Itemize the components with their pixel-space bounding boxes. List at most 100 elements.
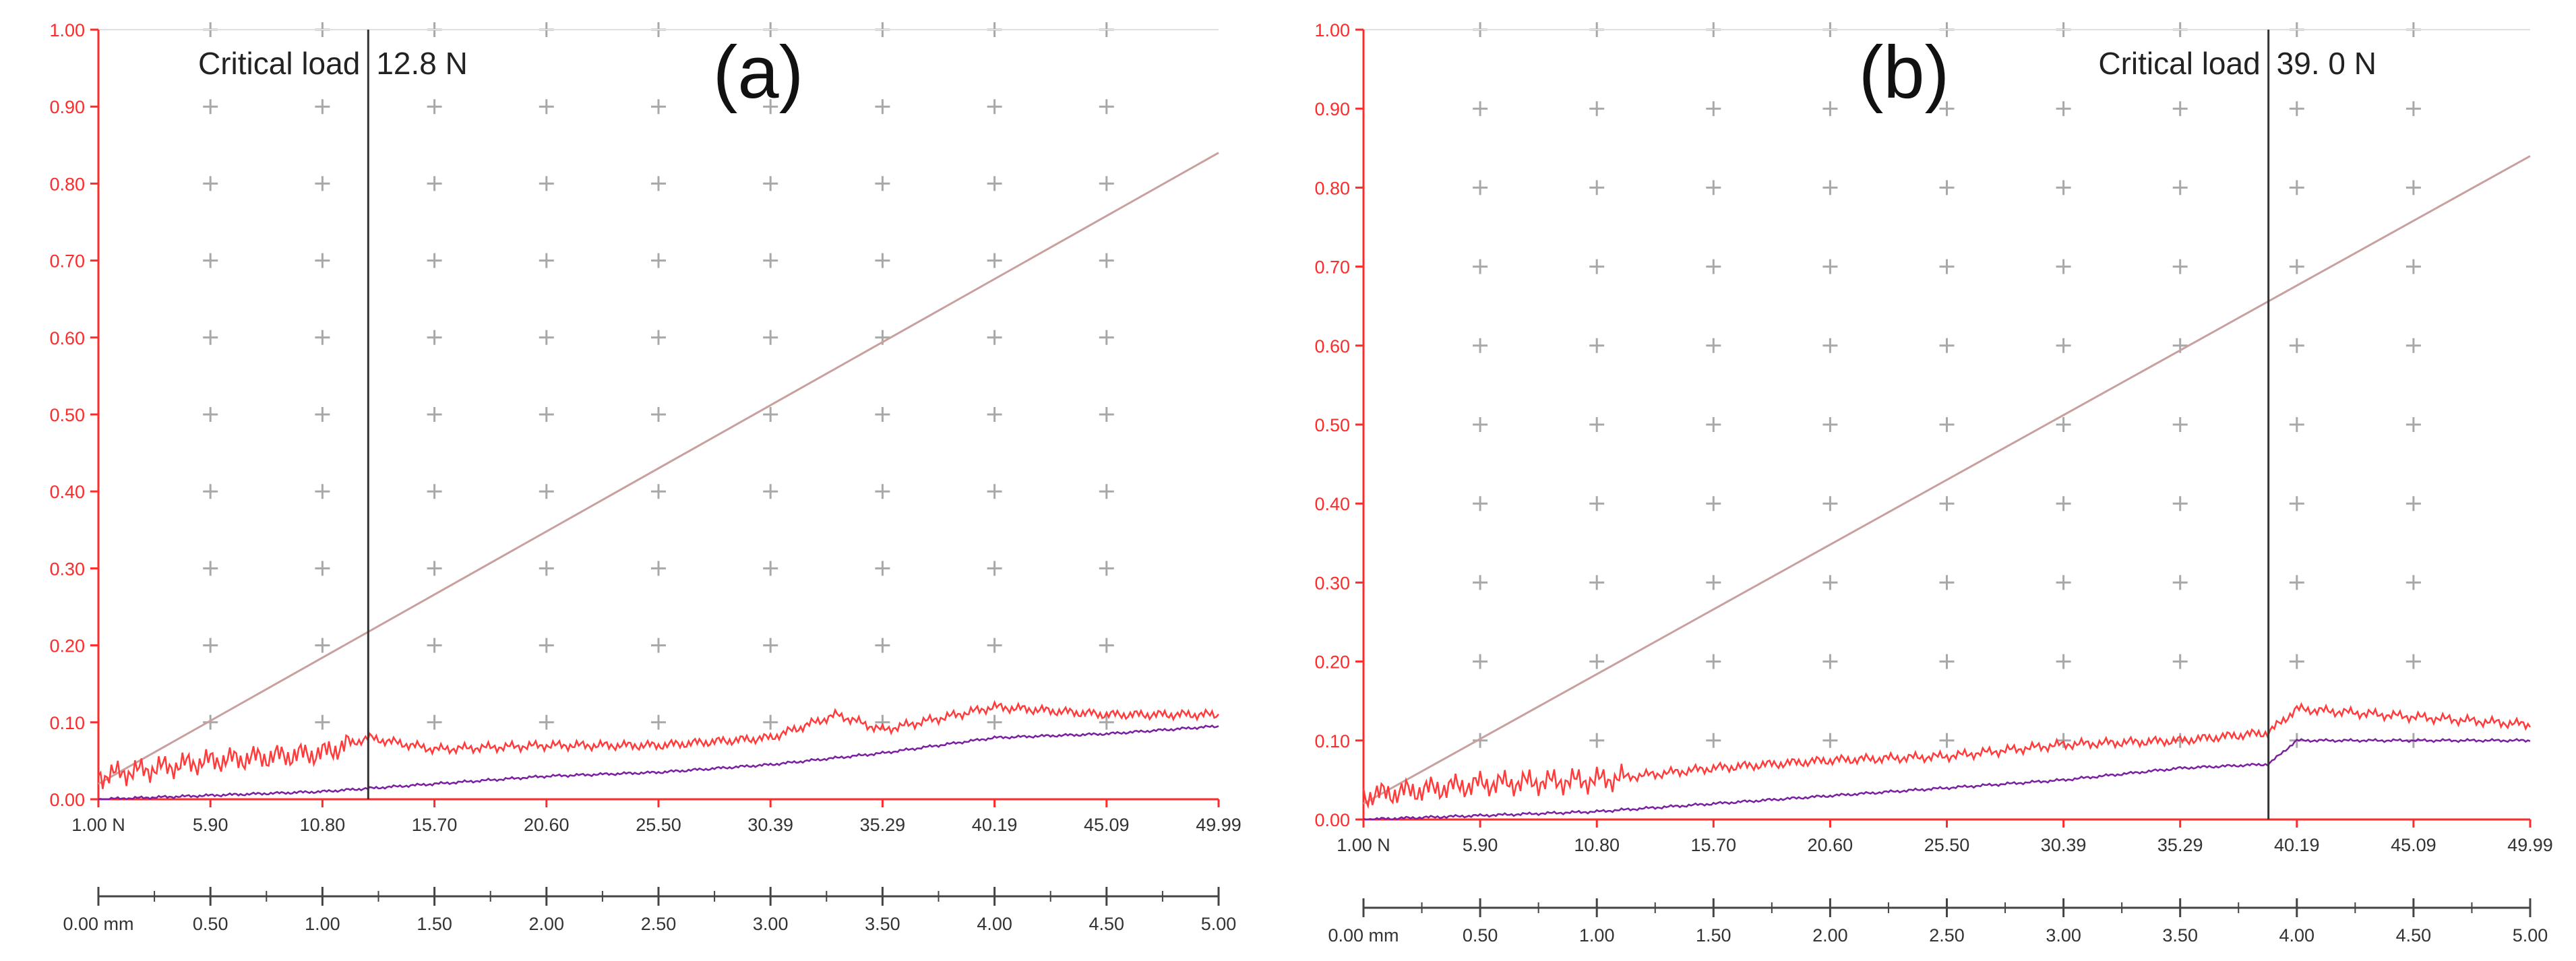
grid-plus-marker <box>1939 575 1955 590</box>
grid-plus-marker <box>1822 417 1838 432</box>
grid-plus-marker <box>1822 338 1838 353</box>
grid-plus-marker <box>1099 407 1114 422</box>
grid-plus-marker <box>427 253 442 268</box>
y-tick-label: 0.90 <box>49 97 85 117</box>
grid-plus-marker <box>539 176 554 191</box>
grid-plus-marker <box>1099 561 1114 576</box>
grid-plus-marker <box>2289 496 2304 512</box>
panel-label: (b) <box>1859 31 1949 114</box>
grid-plus-marker <box>987 176 1002 191</box>
grid-plus-marker <box>1473 496 1488 512</box>
grid-plus-marker <box>763 484 778 499</box>
grid-plus-marker <box>875 407 890 422</box>
grid-plus-marker <box>539 407 554 422</box>
grid-plus-marker <box>203 714 218 730</box>
grid-plus-marker <box>1473 338 1488 353</box>
load-tick-label: 10.80 <box>1574 835 1620 855</box>
acoustic-signal-line <box>98 724 1219 801</box>
load-tick-label: 35.29 <box>2157 835 2203 855</box>
grid-plus-marker <box>763 561 778 576</box>
grid-plus-marker <box>875 99 890 115</box>
load-tick-label: 5.90 <box>1463 835 1498 855</box>
grid-plus-marker <box>2056 259 2071 274</box>
grid-plus-marker <box>651 407 666 422</box>
grid-plus-marker <box>987 561 1002 576</box>
grid-plus-marker <box>427 714 442 730</box>
y-tick-label: 0.60 <box>1314 336 1350 356</box>
grid-plus-marker <box>1589 101 1605 117</box>
grid-plus-marker <box>427 561 442 576</box>
distance-tick-label: 0.50 <box>193 914 228 934</box>
grid-plus-marker <box>315 484 330 499</box>
load-tick-label: 15.70 <box>1691 835 1737 855</box>
y-tick-label: 0.30 <box>1314 573 1350 593</box>
normal-load-line <box>1363 155 2531 805</box>
critical-load-label: Critical load <box>2098 46 2260 81</box>
grid-plus-marker <box>1099 714 1114 730</box>
grid-plus-marker <box>2056 180 2071 195</box>
grid-plus-marker <box>2056 654 2071 669</box>
grid-plus-marker <box>2289 338 2304 353</box>
grid-plus-marker <box>2289 180 2304 195</box>
grid-plus-marker <box>2405 417 2421 432</box>
grid-plus-marker <box>2405 338 2421 353</box>
y-tick-label: 0.20 <box>1314 652 1350 673</box>
grid-plus-marker <box>1473 180 1488 195</box>
load-tick-label: 49.99 <box>2507 835 2553 855</box>
grid-plus-marker <box>2289 575 2304 590</box>
grid-plus-marker <box>1706 180 1721 195</box>
load-tick-label: 30.39 <box>2041 835 2087 855</box>
grid-plus-marker <box>539 484 554 499</box>
grid-plus-marker <box>315 99 330 115</box>
grid-plus-marker <box>875 714 890 730</box>
grid-plus-marker <box>2172 417 2188 432</box>
grid-plus-marker <box>651 253 666 268</box>
grid-plus-marker <box>763 176 778 191</box>
grid-plus-marker <box>651 638 666 653</box>
grid-plus-marker <box>763 407 778 422</box>
grid-plus-marker <box>2289 101 2304 117</box>
grid-plus-marker <box>315 714 330 730</box>
grid-plus-marker <box>1706 259 1721 274</box>
load-tick-label: 1.00 N <box>71 815 125 835</box>
load-tick-label: 30.39 <box>747 815 793 835</box>
grid-plus-marker <box>1822 733 1838 748</box>
grid-plus-marker <box>203 407 218 422</box>
critical-load-value: 12.8 N <box>376 46 468 81</box>
distance-tick-label: 0.00 mm <box>63 914 133 934</box>
y-tick-label: 0.30 <box>49 559 85 579</box>
critical-load-value: 39. 0 N <box>2277 46 2376 81</box>
grid-plus-marker <box>1589 575 1605 590</box>
grid-plus-marker <box>315 638 330 653</box>
load-tick-label: 40.19 <box>972 815 1018 835</box>
grid-plus-marker <box>2405 180 2421 195</box>
grid-plus-marker <box>203 330 218 345</box>
grid-plus-marker <box>2405 101 2421 117</box>
grid-plus-marker <box>203 253 218 268</box>
grid-plus-marker <box>1706 338 1721 353</box>
distance-tick-label: 1.50 <box>1696 925 1731 946</box>
distance-tick-label: 1.00 <box>305 914 340 934</box>
y-tick-label: 1.00 <box>49 20 85 40</box>
grid-plus-marker <box>539 99 554 115</box>
distance-tick-label: 4.00 <box>2279 925 2315 946</box>
grid-plus-marker <box>1099 330 1114 345</box>
y-tick-label: 0.00 <box>49 790 85 810</box>
grid-plus-marker <box>315 253 330 268</box>
grid-plus-marker <box>763 330 778 345</box>
grid-plus-marker <box>2056 338 2071 353</box>
load-tick-label: 49.99 <box>1196 815 1241 835</box>
y-tick-label: 0.70 <box>1314 257 1350 278</box>
grid-plus-marker <box>1099 99 1114 115</box>
load-tick-label: 45.09 <box>1084 815 1130 835</box>
grid-plus-marker <box>203 561 218 576</box>
grid-plus-marker <box>1822 654 1838 669</box>
grid-plus-marker <box>763 253 778 268</box>
grid-plus-marker <box>987 407 1002 422</box>
distance-tick-label: 2.00 <box>1812 925 1848 946</box>
load-tick-label: 1.00 N <box>1337 835 1390 855</box>
y-tick-label: 1.00 <box>1314 20 1350 40</box>
grid-plus-marker <box>1939 496 1955 512</box>
distance-tick-label: 3.00 <box>753 914 789 934</box>
grid-plus-marker <box>1473 101 1488 117</box>
